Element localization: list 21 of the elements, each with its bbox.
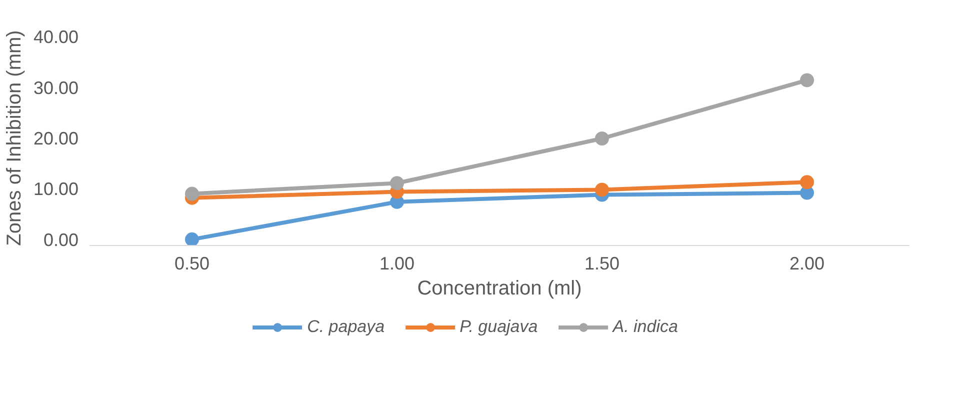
y-axis-title: Zones of Inhibition (mm) (3, 30, 26, 246)
point (800, 73, 814, 88)
x-tick-label: 1.00 (379, 254, 415, 274)
point (185, 232, 199, 246)
x-tick-label: 2.00 (789, 254, 825, 274)
y-tick-label: 30.00 (33, 78, 79, 98)
x-axis-title: Concentration (ml) (417, 278, 582, 300)
point (595, 132, 609, 146)
y-tick-label: 10.00 (33, 179, 79, 200)
point (595, 182, 609, 197)
point (185, 186, 199, 201)
x-tick-label: 1.50 (584, 254, 620, 274)
legend-label: P. guajava (460, 317, 538, 337)
y-tick-label: 0.00 (43, 230, 79, 250)
point (390, 176, 404, 190)
point (800, 175, 814, 190)
x-tick-label: 0.50 (174, 254, 210, 274)
legend-label: A. indica (612, 317, 678, 337)
legend-label: C. papaya (307, 317, 385, 337)
y-tick-label: 40.00 (33, 27, 79, 48)
y-tick-label: 20.00 (33, 128, 79, 148)
